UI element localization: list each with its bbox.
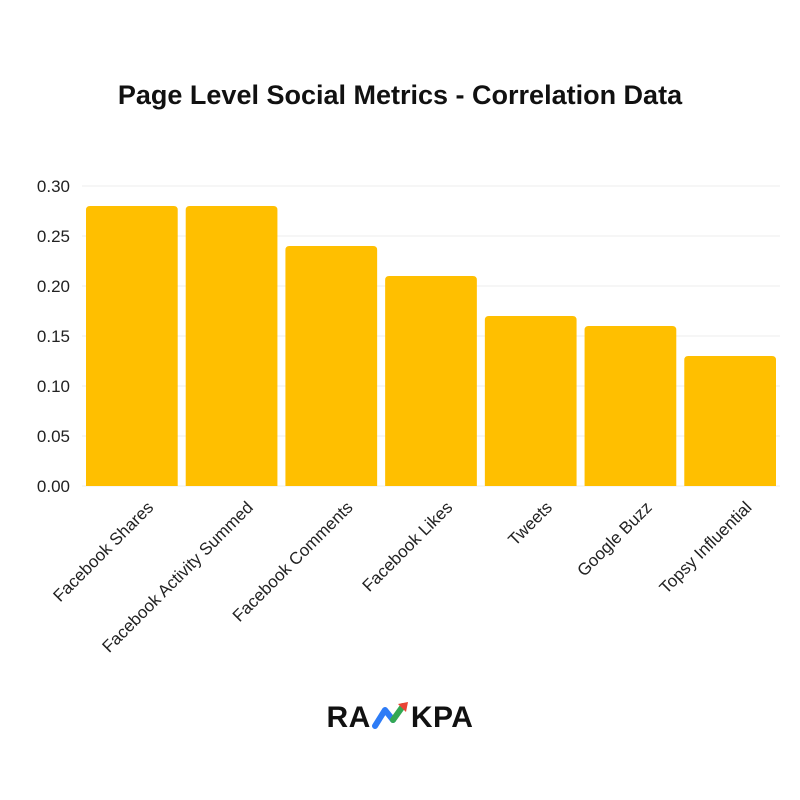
y-tick-label: 0.20	[37, 277, 70, 296]
chart-title: Page Level Social Metrics - Correlation …	[117, 80, 683, 110]
x-tick-label: Topsy Influential	[656, 498, 756, 598]
y-tick-label: 0.30	[37, 177, 70, 196]
y-tick-label: 0.15	[37, 327, 70, 346]
bar-tweets	[484, 316, 577, 486]
bar-facebook-shares	[86, 206, 178, 486]
x-tick-label: Facebook Shares	[50, 498, 158, 606]
x-tick-label: Google Buzz	[573, 498, 655, 580]
rising-arrow-icon	[371, 702, 408, 729]
brand-logo: RA KPA	[0, 700, 800, 735]
brand-suffix: KPA	[410, 701, 474, 734]
bar-facebook-activity-summed	[185, 206, 278, 486]
y-tick-label: 0.10	[37, 377, 70, 396]
x-tick-label: Tweets	[505, 498, 557, 550]
bar-topsy-influential	[684, 356, 776, 486]
bar-facebook-likes	[385, 276, 477, 486]
bar-facebook-comments	[285, 246, 378, 486]
y-axis-ticks: 0.00 0.05 0.10 0.15 0.20 0.25 0.30	[37, 177, 70, 496]
y-tick-label: 0.00	[37, 477, 70, 496]
x-tick-label: Facebook Likes	[359, 498, 457, 596]
bars	[86, 206, 776, 486]
y-tick-label: 0.25	[37, 227, 70, 246]
y-tick-label: 0.05	[37, 427, 70, 446]
brand-prefix: RA	[326, 701, 371, 734]
bar-google-buzz	[584, 326, 677, 486]
